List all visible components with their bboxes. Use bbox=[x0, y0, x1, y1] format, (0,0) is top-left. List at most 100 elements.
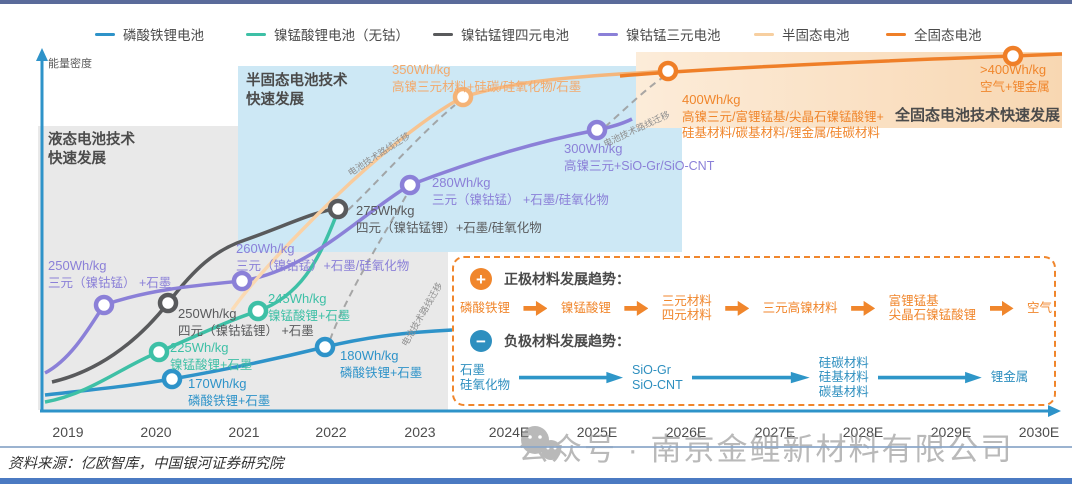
anode-trend-header: − 负极材料发展趋势： bbox=[470, 330, 630, 352]
migration-arrow-1 bbox=[329, 195, 407, 341]
source-note: 资料来源：亿欧智库，中国银河证券研究院 bbox=[8, 456, 284, 472]
cathode-trend-header: + 正极材料发展趋势： bbox=[470, 268, 630, 290]
x-tick: 2027E bbox=[754, 424, 796, 440]
x-tick: 2028E bbox=[842, 424, 884, 440]
migration-arrow-3 bbox=[604, 77, 663, 128]
migration-arrow-2 bbox=[347, 104, 456, 211]
anode-trend-title: 负极材料发展趋势： bbox=[504, 333, 630, 349]
legend-item-semi-solid: 半固态电池 bbox=[754, 26, 850, 43]
legend-dash-icon bbox=[246, 32, 266, 36]
x-axis-arrow-icon bbox=[1048, 405, 1061, 417]
point-350 bbox=[452, 86, 474, 108]
anode-trend-row: 石墨 硅氧化物 SiO-Gr SiO-CNT 硅碳材料 硅基材料 碳基材料 锂金… bbox=[460, 356, 1052, 399]
label-275: 275Wh/kg 四元（镍钴锰锂）+石墨/硅氧化物 bbox=[356, 203, 542, 235]
legend-dash-icon bbox=[598, 32, 618, 36]
x-tick: 2026E bbox=[665, 424, 707, 440]
x-tick: 2022 bbox=[315, 424, 347, 440]
arrow-right-icon bbox=[691, 371, 810, 384]
all-solid-phase-region bbox=[636, 52, 1062, 128]
label-170: 170Wh/kg 磷酸铁锂+石墨 bbox=[188, 376, 271, 408]
legend-label: 磷酸铁锂电池 bbox=[123, 28, 204, 43]
legend-dash-icon bbox=[754, 32, 774, 36]
legend-dash-icon bbox=[886, 32, 906, 36]
point-275 bbox=[327, 198, 349, 220]
legend-item-all-solid: 全固态电池 bbox=[886, 26, 982, 43]
minus-icon: − bbox=[470, 330, 492, 352]
legend-label: 全固态电池 bbox=[914, 28, 982, 43]
point-260 bbox=[231, 270, 253, 292]
point-245 bbox=[247, 300, 269, 322]
wechat-icon bbox=[521, 426, 561, 460]
label-180: 180Wh/kg 磷酸铁锂+石墨 bbox=[340, 348, 423, 380]
watermark-text: 公众号 · 南京金鲤新材料有限公司 bbox=[518, 432, 1014, 467]
cathode-trend-row: 磷酸铁锂 镍锰酸锂 三元材料 四元材料 三元高镍材料 富锂锰基 尖晶石镍锰酸锂 … bbox=[460, 294, 1052, 323]
label-250-ternary: 250Wh/kg 三元（镍钴锰） +石墨 bbox=[48, 258, 172, 290]
label-400: 400Wh/kg 高镍三元/富锂锰基/尖晶石镍锰酸锂+ 硅基材料/碳基材料/锂金属… bbox=[682, 92, 884, 140]
x-tick: 2029E bbox=[930, 424, 972, 440]
cathode-trend-title: 正极材料发展趋势： bbox=[504, 271, 630, 287]
cathode-step: 三元材料 四元材料 bbox=[661, 294, 712, 323]
point-225 bbox=[148, 341, 170, 363]
x-tick: 2019 bbox=[52, 424, 84, 440]
point-250-quaternary bbox=[157, 292, 179, 314]
label-245: 245Wh/kg 镍锰酸锂+石墨 bbox=[268, 291, 351, 323]
arrow-right-icon bbox=[523, 300, 548, 316]
anode-step: 硅碳材料 硅基材料 碳基材料 bbox=[818, 356, 869, 399]
anode-step: SiO-Gr SiO-CNT bbox=[632, 363, 683, 392]
x-tick: 2021 bbox=[228, 424, 260, 440]
point-250-ternary bbox=[93, 294, 115, 316]
phase-title-liquid: 液态电池技术 快速发展 bbox=[48, 132, 135, 168]
x-tick: 2025E bbox=[576, 424, 618, 440]
materials-trend-panel: + 正极材料发展趋势： 磷酸铁锂 镍锰酸锂 三元材料 四元材料 三元高镍材料 富… bbox=[452, 256, 1056, 406]
legend-item-ternary: 镍钴锰三元电池 bbox=[598, 26, 721, 43]
anode-step: 锂金属 bbox=[990, 370, 1029, 385]
point-400plus bbox=[1002, 45, 1024, 67]
lnmo-line bbox=[44, 215, 338, 404]
footer-divider bbox=[0, 446, 1072, 448]
cathode-step: 磷酸铁锂 bbox=[460, 301, 511, 316]
point-280 bbox=[399, 174, 421, 196]
arrow-right-icon bbox=[725, 300, 750, 316]
plus-icon: + bbox=[470, 268, 492, 290]
arrow-right-icon bbox=[624, 300, 649, 316]
arrow-right-icon bbox=[851, 300, 876, 316]
label-260: 260Wh/kg 三元（镍钴锰）+石墨/硅氧化物 bbox=[236, 241, 410, 273]
legend-item-quaternary: 镍钴锰锂四元电池 bbox=[433, 26, 569, 43]
point-300 bbox=[586, 119, 608, 141]
legend-label: 半固态电池 bbox=[782, 28, 850, 43]
lfp-line bbox=[44, 328, 453, 397]
label-280: 280Wh/kg 三元（镍钴锰） +石墨/硅氧化物 bbox=[432, 175, 609, 207]
label-350: 350Wh/kg 高镍三元材料+硅碳/硅氧化物/石墨 bbox=[392, 62, 582, 94]
arrow-right-icon bbox=[877, 371, 982, 384]
label-225: 225Wh/kg 镍锰酸锂+石墨 bbox=[170, 340, 253, 372]
legend-label: 镍钴锰锂四元电池 bbox=[461, 28, 569, 43]
semi-solid-line bbox=[230, 69, 669, 312]
arrow-right-icon bbox=[989, 300, 1014, 316]
legend-label: 镍锰酸锂电池（无钴） bbox=[274, 28, 409, 43]
x-tick: 2024E bbox=[488, 424, 530, 440]
legend-dash-icon bbox=[433, 32, 453, 36]
label-400plus: >400Wh/kg 空气+锂金属 bbox=[980, 62, 1050, 94]
legend-dash-icon bbox=[95, 32, 115, 36]
cathode-step: 三元高镍材料 bbox=[762, 301, 838, 316]
cathode-step: 富锂锰基 尖晶石镍锰酸锂 bbox=[888, 294, 977, 323]
top-border bbox=[0, 0, 1072, 4]
x-tick: 2020 bbox=[140, 424, 172, 440]
quaternary-line bbox=[51, 206, 341, 384]
y-axis-arrow-icon bbox=[36, 48, 48, 61]
label-300: 300Wh/kg 高镍三元+SiO-Gr/SiO-CNT bbox=[564, 141, 715, 173]
legend-item-lfp: 磷酸铁锂电池 bbox=[95, 26, 204, 43]
bottom-border bbox=[0, 478, 1072, 484]
phase-title-solid: 全固态电池技术快速发展 bbox=[895, 107, 1061, 124]
label-250-quaternary: 250Wh/kg 四元（镍钴锰锂） +石墨 bbox=[178, 306, 314, 338]
point-170 bbox=[161, 368, 183, 390]
y-axis-title: 能量密度 bbox=[48, 58, 92, 70]
arrow-right-icon bbox=[519, 371, 624, 384]
point-400 bbox=[657, 60, 679, 82]
x-tick: 2030E bbox=[1018, 424, 1060, 440]
x-tick: 2023 bbox=[404, 424, 436, 440]
phase-title-semi: 半固态电池技术 快速发展 bbox=[246, 73, 348, 109]
point-180 bbox=[314, 336, 336, 358]
